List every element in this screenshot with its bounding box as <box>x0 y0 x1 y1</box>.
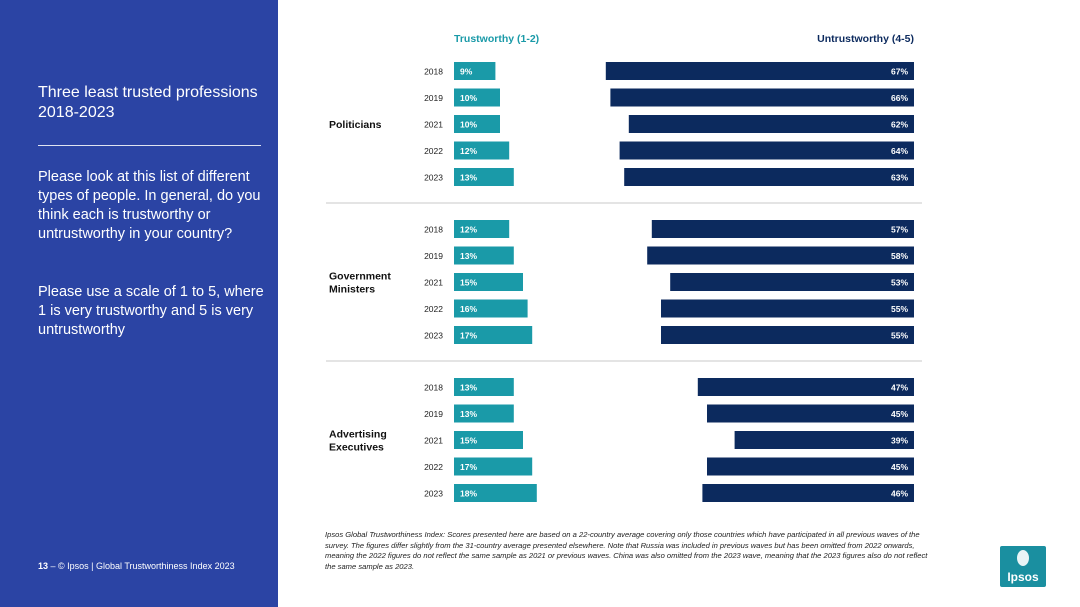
logo-mark-icon <box>1017 550 1029 566</box>
trustworthy-value: 15% <box>460 278 477 288</box>
trustworthy-bar <box>454 88 500 107</box>
trustworthy-value: 13% <box>460 173 477 183</box>
trustworthy-value: 13% <box>460 251 477 261</box>
untrustworthy-value: 45% <box>891 462 908 472</box>
trustworthy-bar <box>454 62 496 80</box>
untrustworthy-bar <box>702 484 914 502</box>
year-label: 2021 <box>424 436 443 446</box>
trustworthy-bar <box>454 326 533 344</box>
year-label: 2018 <box>424 67 443 77</box>
group-label-government-ministers: Ministers <box>329 284 375 296</box>
untrustworthy-value: 39% <box>891 436 908 446</box>
trustworthy-value: 17% <box>460 462 477 472</box>
untrustworthy-bar <box>661 326 914 344</box>
year-label: 2019 <box>424 251 443 261</box>
group-label-politicians: Politicians <box>329 119 382 131</box>
trustworthy-bar <box>454 141 510 160</box>
footnote: Ipsos Global Trustworthiness Index: Scor… <box>325 530 928 571</box>
trustworthy-bar <box>454 115 500 133</box>
year-label: 2022 <box>424 462 443 472</box>
trustworthy-bar <box>454 220 510 238</box>
untrustworthy-value: 58% <box>891 251 908 261</box>
trustworthy-value: 10% <box>460 120 477 130</box>
untrustworthy-value: 66% <box>891 93 908 103</box>
untrustworthy-bar <box>628 115 914 133</box>
title-divider <box>38 145 261 146</box>
untrustworthy-header: Untrustworthy (4-5) <box>817 33 914 45</box>
year-label: 2023 <box>424 331 443 341</box>
trustworthy-value: 15% <box>460 436 477 446</box>
scale-text: Please use a scale of 1 to 5, where 1 is… <box>38 284 264 338</box>
ipsos-logo: Ipsos <box>1000 546 1046 587</box>
untrustworthy-bar <box>651 220 914 238</box>
footer: 13 – © Ipsos | Global Trustworthiness In… <box>38 561 235 571</box>
untrustworthy-bar <box>707 457 914 476</box>
untrustworthy-bar <box>734 431 914 449</box>
year-label: 2019 <box>424 409 443 419</box>
untrustworthy-value: 57% <box>891 225 908 235</box>
year-label: 2018 <box>424 383 443 393</box>
trustworthy-bar <box>454 431 523 449</box>
logo-text: Ipsos <box>1007 570 1039 584</box>
trustworthy-value: 12% <box>460 225 477 235</box>
year-label: 2023 <box>424 173 443 183</box>
trustworthy-bar <box>454 299 528 318</box>
trustworthy-value: 13% <box>460 409 477 419</box>
untrustworthy-bar <box>647 246 914 265</box>
untrustworthy-value: 63% <box>891 173 908 183</box>
sidebar-panel: Three least trusted professions 2018-202… <box>0 0 278 607</box>
untrustworthy-bar <box>624 168 914 186</box>
untrustworthy-value: 67% <box>891 67 908 77</box>
untrustworthy-value: 55% <box>891 304 908 314</box>
untrustworthy-value: 64% <box>891 146 908 156</box>
trustworthy-bar <box>454 484 537 502</box>
year-label: 2018 <box>424 225 443 235</box>
trustworthy-value: 18% <box>460 489 477 499</box>
year-label: 2019 <box>424 93 443 103</box>
untrustworthy-value: 53% <box>891 278 908 288</box>
question-text: Please look at this list of different ty… <box>38 169 261 242</box>
untrustworthy-bar <box>697 378 914 396</box>
untrustworthy-bar <box>605 62 914 80</box>
untrustworthy-value: 45% <box>891 409 908 419</box>
trustworthy-bar <box>454 273 523 291</box>
untrustworthy-value: 46% <box>891 489 908 499</box>
footer-text: – © Ipsos | Global Trustworthiness Index… <box>50 561 235 571</box>
trustworthy-value: 16% <box>460 304 477 314</box>
trustworthy-value: 9% <box>460 67 473 77</box>
untrustworthy-value: 55% <box>891 331 908 341</box>
page-number: 13 <box>38 561 49 571</box>
page-title: Three least trusted professions 2018-202… <box>38 84 258 121</box>
trustworthy-header: Trustworthy (1-2) <box>454 33 540 45</box>
trustworthy-bar <box>454 457 533 476</box>
year-label: 2022 <box>424 304 443 314</box>
trustworthy-bar <box>454 246 514 265</box>
untrustworthy-value: 47% <box>891 383 908 393</box>
year-label: 2023 <box>424 489 443 499</box>
untrustworthy-bar <box>661 299 914 318</box>
trustworthy-value: 13% <box>460 383 477 393</box>
year-label: 2021 <box>424 278 443 288</box>
trustworthy-bar <box>454 404 514 423</box>
trustworthy-value: 10% <box>460 93 477 103</box>
trustworthy-value: 12% <box>460 146 477 156</box>
year-label: 2022 <box>424 146 443 156</box>
trustworthy-value: 17% <box>460 331 477 341</box>
group-label-government-ministers: Government <box>329 271 391 283</box>
trustworthy-bar <box>454 378 514 396</box>
untrustworthy-bar <box>619 141 914 160</box>
untrustworthy-bar <box>670 273 914 291</box>
untrustworthy-value: 62% <box>891 120 908 130</box>
year-label: 2021 <box>424 120 443 130</box>
untrustworthy-bar <box>707 404 914 423</box>
trustworthy-bar <box>454 168 514 186</box>
group-label-advertising-executives: Advertising <box>329 429 387 441</box>
untrustworthy-bar <box>610 88 914 107</box>
group-label-advertising-executives: Executives <box>329 442 384 454</box>
